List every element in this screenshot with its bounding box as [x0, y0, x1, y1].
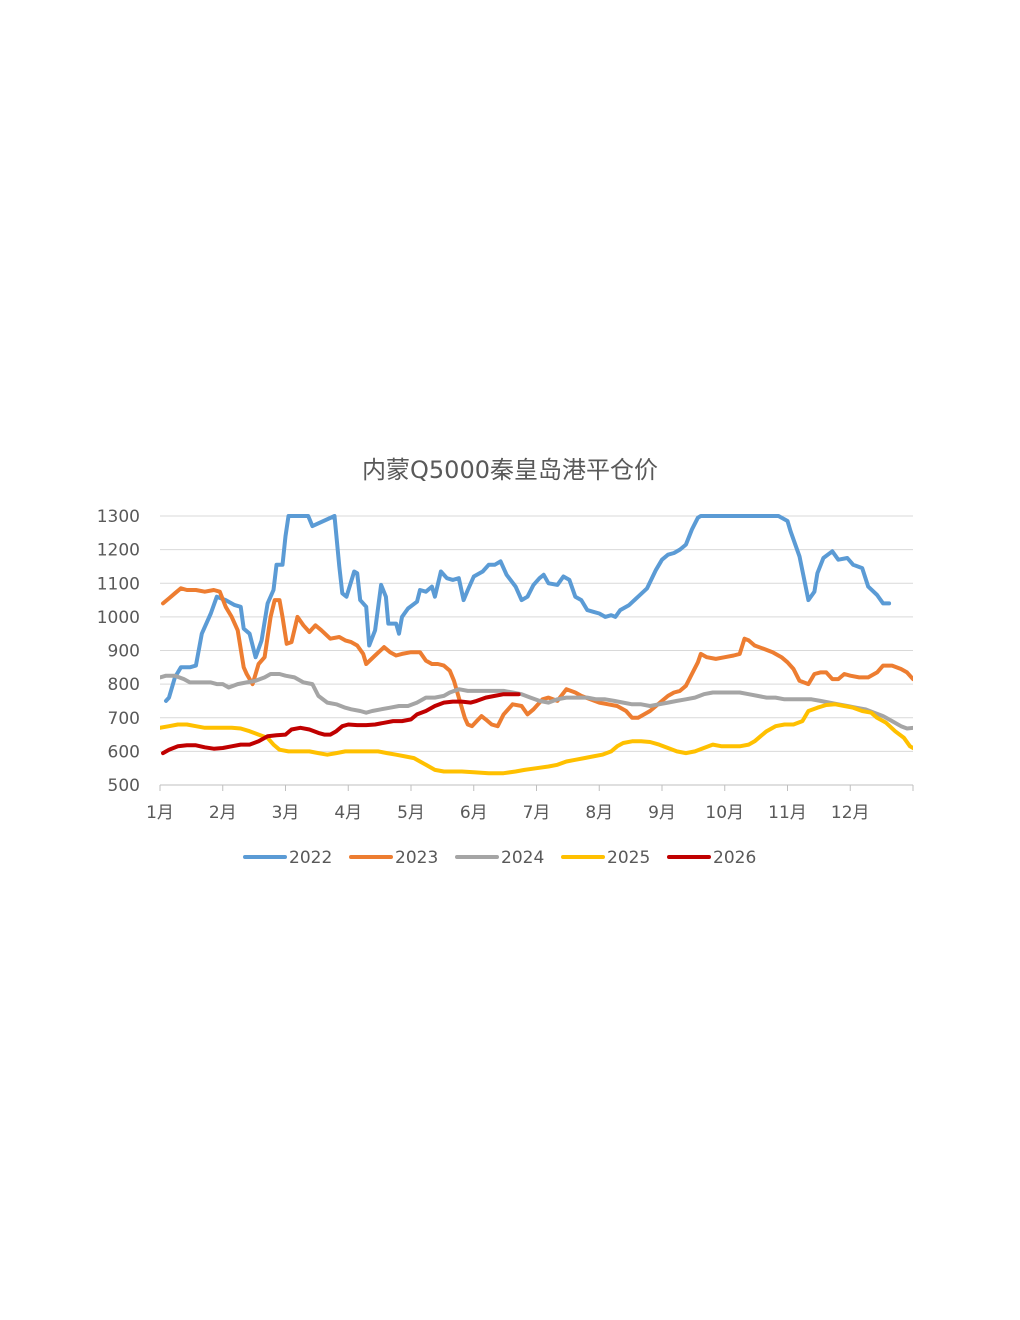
legend-label: 2026 — [713, 848, 756, 868]
series-line-2024 — [160, 672, 913, 731]
x-tick-label: 6月 — [460, 803, 488, 823]
series-line-2026 — [161, 692, 521, 756]
y-tick-label: 1000 — [97, 608, 140, 628]
legend-label: 2025 — [607, 848, 650, 868]
x-tick-label: 7月 — [523, 803, 551, 823]
legend-item-2024: 2024 — [455, 848, 544, 868]
series-line-2022 — [164, 514, 892, 703]
x-tick-label: 10月 — [705, 803, 744, 823]
x-tick-label: 3月 — [272, 803, 300, 823]
y-tick-label: 800 — [108, 675, 140, 695]
legend: 2022 2023 2024 2025 2026 — [243, 848, 756, 868]
series-line-2025 — [160, 702, 913, 776]
y-axis-ticks: 500 600 700 800 900 1000 1100 1200 1300 — [97, 507, 140, 796]
y-tick-label: 700 — [108, 709, 140, 729]
legend-item-2022: 2022 — [243, 848, 332, 868]
y-tick-label: 1300 — [97, 507, 140, 527]
legend-item-2026: 2026 — [667, 848, 756, 868]
legend-label: 2024 — [501, 848, 544, 868]
legend-item-2025: 2025 — [561, 848, 650, 868]
x-axis-ticks: 1月 2月 3月 4月 5月 6月 7月 8月 9月 10月 11月 12月 — [146, 785, 914, 823]
legend-label: 2023 — [395, 848, 438, 868]
x-tick-label: 4月 — [334, 803, 362, 823]
y-tick-label: 900 — [108, 642, 140, 662]
series-line-2023 — [161, 586, 913, 729]
y-tick-label: 500 — [108, 776, 140, 796]
chart-title: 内蒙Q5000秦皇岛港平仓价 — [362, 456, 658, 484]
x-tick-label: 8月 — [585, 803, 613, 823]
y-tick-label: 1100 — [97, 574, 140, 594]
x-tick-label: 11月 — [768, 803, 807, 823]
x-tick-label: 1月 — [146, 803, 174, 823]
y-tick-label: 1200 — [97, 541, 140, 561]
x-tick-label: 12月 — [831, 803, 870, 823]
x-tick-label: 5月 — [397, 803, 425, 823]
y-tick-label: 600 — [108, 742, 140, 762]
x-tick-label: 2月 — [209, 803, 237, 823]
legend-label: 2022 — [289, 848, 332, 868]
x-tick-label: 9月 — [648, 803, 676, 823]
series-lines — [160, 514, 913, 776]
legend-item-2023: 2023 — [349, 848, 438, 868]
